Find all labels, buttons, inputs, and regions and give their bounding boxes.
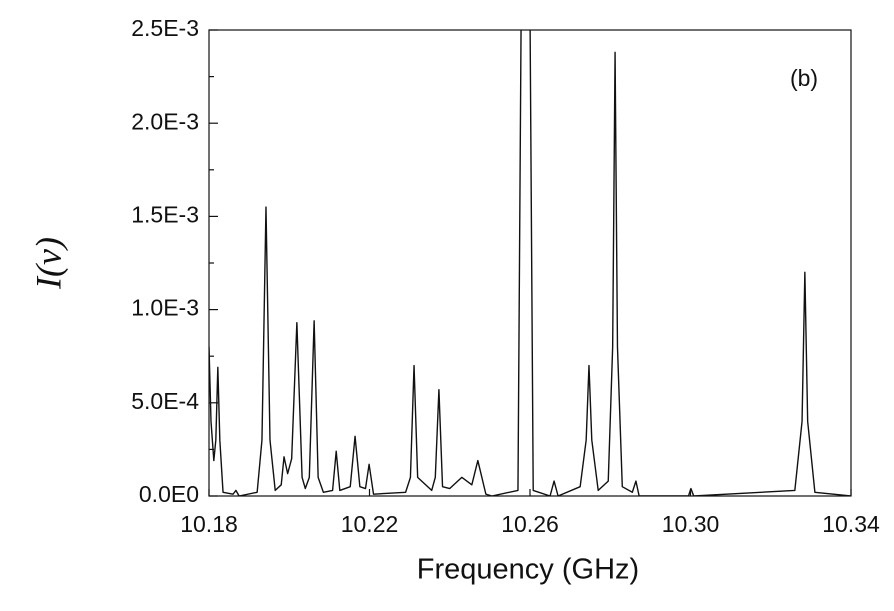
y-tick-label: 0.0E0: [139, 481, 199, 507]
y-tick-label: 1.5E-3: [131, 201, 199, 227]
y-tick-label: 2.0E-3: [131, 108, 199, 134]
x-tick-label: 10.30: [662, 511, 720, 537]
y-tick-label: 5.0E-4: [131, 388, 199, 414]
x-tick-label: 10.34: [822, 511, 880, 537]
spectrum-line: [209, 30, 851, 496]
x-axis-title: Frequency (GHz): [417, 554, 639, 586]
panel-annotation: (b): [790, 65, 818, 91]
y-tick-label: 1.0E-3: [131, 295, 199, 321]
x-tick-label: 10.26: [501, 511, 559, 537]
x-tick-label: 10.18: [180, 511, 238, 537]
x-tick-label: 10.22: [341, 511, 399, 537]
y-axis-title: I(ν): [28, 237, 68, 290]
y-tick-label: 2.5E-3: [131, 15, 199, 41]
